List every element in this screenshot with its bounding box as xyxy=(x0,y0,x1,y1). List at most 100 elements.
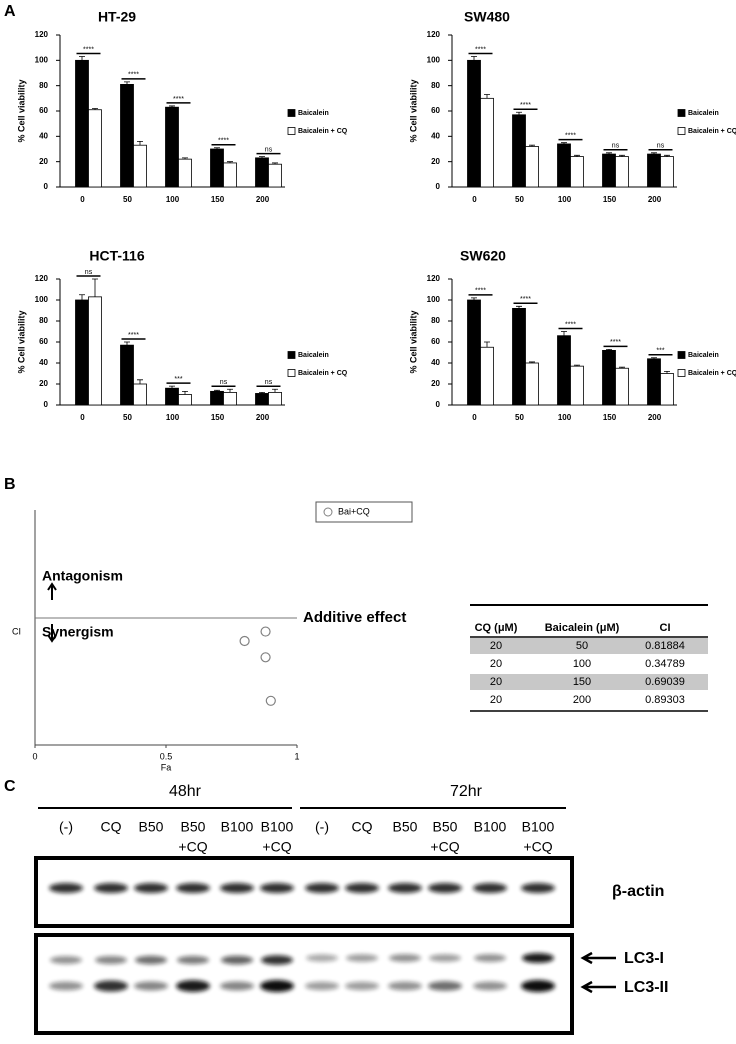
band xyxy=(388,981,422,991)
error-bar xyxy=(259,392,265,394)
bar xyxy=(165,106,179,188)
bar xyxy=(88,109,102,188)
y-tick-label: 120 xyxy=(427,274,441,283)
bar xyxy=(210,148,224,188)
chart-title: HT-29 xyxy=(98,9,136,25)
x-tick-label: 0 xyxy=(472,195,477,204)
x-tick-label: 50 xyxy=(515,413,524,422)
legend-label: Baicalein xyxy=(688,352,719,359)
significance-label: **** xyxy=(565,133,576,140)
significance-label: ns xyxy=(265,146,273,153)
band xyxy=(521,980,555,992)
band xyxy=(305,981,339,991)
bar xyxy=(133,383,147,406)
band xyxy=(521,883,555,893)
band xyxy=(474,954,506,962)
bar xyxy=(178,394,192,406)
x-tick-label: 150 xyxy=(603,195,617,204)
y-tick-label: 60 xyxy=(431,106,440,115)
bar xyxy=(525,362,539,406)
x-tick-label: 150 xyxy=(211,195,225,204)
y-tick-label: 20 xyxy=(431,157,440,166)
significance-label: **** xyxy=(173,96,184,103)
lane-label: B50 xyxy=(393,819,418,835)
error-bar xyxy=(137,141,143,146)
y-tick-label: 100 xyxy=(35,295,49,304)
significance-label: ns xyxy=(220,379,228,386)
bar xyxy=(88,296,102,406)
lane-label: B50 xyxy=(181,819,206,835)
error-bar xyxy=(529,144,535,147)
significance-label: **** xyxy=(128,332,139,339)
legend-box xyxy=(315,501,413,523)
x-tick-label: 150 xyxy=(211,413,225,422)
error-bar xyxy=(92,108,98,110)
table-cell: 100 xyxy=(573,658,591,670)
x-axis-label: Fa xyxy=(161,762,172,772)
x-tick-label: 0.5 xyxy=(160,751,173,761)
bar xyxy=(467,59,481,188)
annotation: Antagonism xyxy=(42,568,123,584)
legend-label: Bai+CQ xyxy=(338,506,370,516)
lane-label: CQ xyxy=(352,819,373,835)
error-bar xyxy=(272,388,278,393)
legend-label: Baicalein + CQ xyxy=(298,128,348,135)
legend-swatch xyxy=(287,127,296,135)
reference-label: Additive effect xyxy=(303,609,406,626)
significance-label: **** xyxy=(610,339,621,346)
y-axis-label: % Cell viability xyxy=(16,79,26,142)
lane-label: B50 xyxy=(433,819,458,835)
bar xyxy=(570,365,584,406)
band xyxy=(429,954,461,962)
legend-label: Baicalein xyxy=(298,110,329,117)
legend-swatch xyxy=(287,351,296,359)
bar xyxy=(120,344,134,406)
point xyxy=(260,626,271,637)
bar xyxy=(223,162,237,188)
bar xyxy=(557,335,571,406)
x-tick-label: 50 xyxy=(123,413,132,422)
error-bar xyxy=(214,389,220,392)
band xyxy=(49,883,83,893)
group-label: 48hr xyxy=(169,783,202,800)
y-tick-label: 0 xyxy=(44,182,49,191)
band xyxy=(134,981,168,991)
x-tick-label: 200 xyxy=(648,195,662,204)
band xyxy=(345,981,379,991)
error-bar xyxy=(272,162,278,165)
error-bar xyxy=(619,366,625,369)
x-tick-label: 200 xyxy=(256,195,270,204)
point xyxy=(239,635,250,647)
x-tick-label: 200 xyxy=(256,413,270,422)
x-tick-label: 100 xyxy=(558,195,572,204)
legend-label: Baicalein xyxy=(298,352,329,359)
significance-label: ns xyxy=(85,269,93,276)
significance-label: **** xyxy=(565,321,576,328)
y-tick-label: 80 xyxy=(431,316,440,325)
marker-label: LC3-II xyxy=(624,979,668,996)
legend-label: Baicalein xyxy=(688,110,719,117)
error-bar xyxy=(169,105,175,108)
bar xyxy=(512,114,526,188)
bar xyxy=(480,97,494,188)
error-bar xyxy=(259,156,265,158)
marker-label: LC3-I xyxy=(624,950,664,967)
band xyxy=(221,955,253,965)
lane-label: +CQ xyxy=(262,839,291,855)
error-bar xyxy=(561,142,567,144)
row-shade xyxy=(470,638,708,654)
legend-swatch xyxy=(287,369,296,377)
y-tick-label: 80 xyxy=(431,81,440,90)
lane-label: B100 xyxy=(474,819,507,835)
error-bar xyxy=(227,388,233,393)
error-bar xyxy=(471,297,477,300)
y-tick-label: 80 xyxy=(39,316,48,325)
band xyxy=(135,955,167,965)
error-bar xyxy=(137,379,143,384)
lane-label: +CQ xyxy=(523,839,552,855)
bar xyxy=(178,158,192,188)
error-bar xyxy=(92,278,98,297)
table-cell: 20 xyxy=(490,658,502,670)
band xyxy=(260,883,294,893)
x-tick-label: 150 xyxy=(603,413,617,422)
